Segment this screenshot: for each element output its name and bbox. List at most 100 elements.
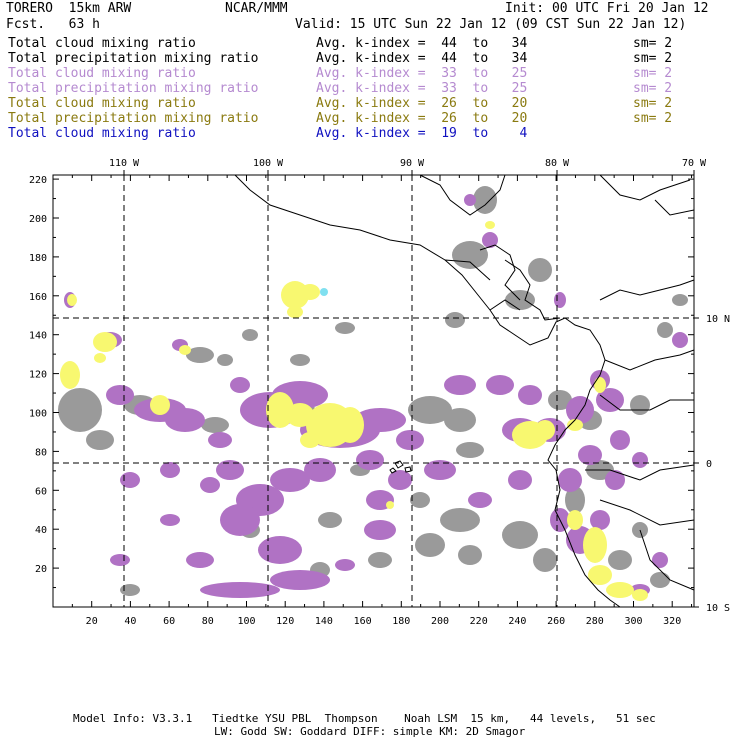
purple-cloud-patch	[200, 477, 220, 493]
y-tick-label: 200	[29, 214, 47, 225]
purple-cloud-patch	[424, 460, 456, 480]
coastline	[479, 244, 521, 301]
legend-label: Total cloud mixing ratio	[8, 96, 196, 111]
legend-row: Total precipitation mixing ratio Avg. k-i…	[8, 51, 734, 66]
x-tick-label: 280	[586, 616, 604, 627]
legend-label: Total cloud mixing ratio	[8, 36, 196, 51]
map-panel: 20 40 60 80 100 120 140 160 180 200 220 240 260 280 30…	[29, 158, 730, 627]
legend-row: Total cloud mixing ratio Avg. k-index = 1…	[8, 126, 734, 141]
legend-label: Total cloud mixing ratio	[8, 126, 196, 141]
coastline	[654, 199, 695, 216]
x-tick-label: 200	[431, 616, 449, 627]
yellow-cloud-patch	[94, 353, 106, 363]
model-info-line1: Model Info: V3.3.1 Tiedtke YSU PBL Thomp…	[73, 712, 656, 725]
legend-smoothing: sm= 2	[633, 111, 673, 126]
purple-cloud-patch	[596, 388, 624, 412]
gray-cloud-patch	[408, 396, 452, 424]
yellow-cloud-patch	[567, 419, 583, 431]
legend-stat: Avg. k-index = 44 to 34	[316, 36, 528, 51]
purple-cloud-patch	[605, 470, 625, 490]
purple-cloud-patch	[444, 375, 476, 395]
gray-cloud-patch	[58, 388, 102, 432]
x-tick-label: 320	[663, 616, 681, 627]
x-tick-label: 40	[124, 616, 136, 627]
purple-cloud-patch	[270, 468, 310, 492]
yellow-cloud-patch	[594, 377, 606, 393]
y-tick-label: 220	[29, 175, 47, 186]
model-info-line2: LW: Godd SW: Goddard DIFF: simple KM: 2D…	[214, 725, 526, 738]
legend-smoothing: sm= 2	[633, 36, 673, 51]
legend-stat: Avg. k-index = 33 to 25	[316, 66, 528, 81]
gray-cloud-patch	[445, 312, 465, 328]
legend-row: Total cloud mixing ratio Avg. k-index = 2…	[8, 96, 734, 111]
yellow-cloud-patch	[300, 432, 320, 448]
yellow-cloud-patch	[60, 361, 80, 389]
gray-cloud-patch	[86, 430, 114, 450]
init-time: Init: 00 UTC Fri 20 Jan 12	[505, 1, 709, 16]
center-name: NCAR/MMM	[225, 1, 288, 16]
coastline	[489, 299, 521, 311]
purple-cloud-patch	[186, 552, 214, 568]
purple-cloud-patch	[354, 408, 406, 432]
gray-cloud-patch	[444, 408, 476, 432]
gray-cloud-patch	[650, 572, 670, 588]
purple-cloud-patch	[304, 458, 336, 482]
yellow-cloud-patch	[606, 582, 634, 598]
gray-cloud-patch	[201, 417, 229, 433]
purple-cloud-patch	[110, 554, 130, 566]
yellow-cloud-patch	[485, 221, 495, 229]
yellow-cloud-patch	[287, 306, 303, 318]
coastline	[554, 469, 621, 608]
longitude-label: 70 W	[682, 158, 707, 169]
gray-cloud-patch	[630, 395, 650, 415]
gray-cloud-patch	[528, 258, 552, 282]
coastline	[599, 499, 695, 526]
gray-cloud-patch	[456, 442, 484, 458]
x-tick-label: 220	[470, 616, 488, 627]
legend-stat: Avg. k-index = 33 to 25	[316, 81, 528, 96]
purple-cloud-patch	[482, 232, 498, 248]
purple-cloud-patch	[558, 468, 582, 492]
y-tick-label: 80	[35, 447, 47, 458]
x-tick-label: 60	[163, 616, 175, 627]
model-title: TORERO 15km ARW	[6, 1, 132, 16]
gray-cloud-patch	[608, 550, 632, 570]
gray-cloud-patch	[548, 390, 572, 410]
coastline	[444, 259, 491, 281]
gray-cloud-patch	[502, 521, 538, 549]
legend-label: Total precipitation mixing ratio	[8, 111, 259, 126]
coastline	[599, 174, 691, 201]
purple-cloud-patch	[610, 430, 630, 450]
y-tick-label: 120	[29, 370, 47, 381]
legend-row: Total cloud mixing ratio Avg. k-index = 3…	[8, 66, 734, 81]
legend-row: Total precipitation mixing ratio Avg. k-i…	[8, 111, 734, 126]
yellow-cloud-patch	[567, 510, 583, 530]
cyan-cloud-patch	[320, 288, 328, 296]
yellow-cloud-patch	[67, 294, 77, 306]
coastline	[547, 317, 606, 471]
purple-cloud-patch	[396, 430, 424, 450]
coastline	[604, 349, 695, 371]
coastline	[394, 460, 404, 469]
x-tick-label: 240	[508, 616, 526, 627]
purple-cloud-patch	[468, 492, 492, 508]
coastline	[599, 394, 694, 411]
y-tick-label: 20	[35, 564, 47, 575]
legend-stat: Avg. k-index = 26 to 20	[316, 111, 528, 126]
gray-cloud-patch	[242, 329, 258, 341]
purple-cloud-patch	[165, 408, 205, 432]
longitude-label: 90 W	[400, 158, 425, 169]
legend-stat: Avg. k-index = 44 to 34	[316, 51, 528, 66]
purple-cloud-patch	[106, 385, 134, 405]
y-tick-label: 140	[29, 331, 47, 342]
coastline	[419, 174, 506, 216]
purple-cloud-patch	[578, 445, 602, 465]
x-tick-label: 80	[202, 616, 214, 627]
legend-smoothing: sm= 2	[633, 96, 673, 111]
purple-cloud-patch	[200, 582, 280, 598]
purple-cloud-patch	[508, 470, 532, 490]
gray-cloud-patch	[415, 533, 445, 557]
gray-cloud-patch	[440, 508, 480, 532]
y-tick-label: 60	[35, 486, 47, 497]
purple-cloud-patch	[566, 396, 594, 424]
